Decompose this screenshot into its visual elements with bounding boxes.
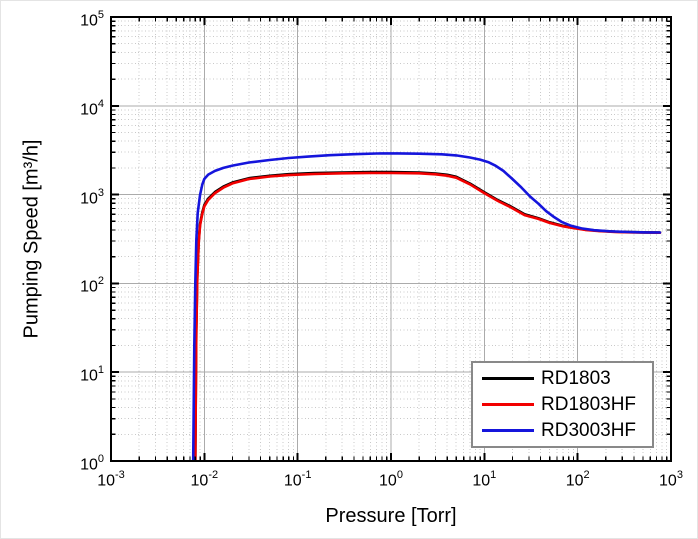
x-tick-label: 101 <box>472 469 497 490</box>
legend-item-rd1803hf: RD1803HF <box>473 392 652 417</box>
series-line-RD3003HF <box>191 152 662 461</box>
legend-line-swatch <box>482 402 534 406</box>
legend: RD1803 RD1803HF RD3003HF <box>471 361 654 448</box>
x-axis-title: Pressure [Torr] <box>325 505 457 527</box>
legend-line-swatch <box>482 376 534 380</box>
y-tick-label: 104 <box>80 97 104 119</box>
axis-ticks <box>110 16 672 462</box>
y-tick-label: 103 <box>80 186 104 207</box>
y-axis-title: Pumping Speed [m³/h] <box>20 139 43 339</box>
legend-label: RD1803 <box>541 367 611 389</box>
x-tick-label: 103 <box>659 469 683 490</box>
x-tick-label: 10-1 <box>283 469 312 490</box>
series-line-RD1803HF <box>194 171 662 461</box>
legend-label: RD1803HF <box>541 393 637 415</box>
legend-item-rd1803: RD1803 <box>473 366 652 391</box>
y-tick-label: 105 <box>80 9 104 30</box>
legend-line-swatch <box>482 429 534 433</box>
x-tick-label: 10-3 <box>97 469 125 490</box>
grid-major <box>111 17 671 461</box>
y-tick-label: 102 <box>80 275 104 296</box>
y-tick-label: 101 <box>80 364 104 385</box>
legend-label: RD3003HF <box>541 420 637 442</box>
legend-item-rd3003hf: RD3003HF <box>473 418 652 443</box>
y-tick-label: 100 <box>80 453 104 474</box>
x-tick-label: 102 <box>565 469 590 490</box>
x-tick-label: 100 <box>379 469 403 490</box>
x-tick-label: 10-2 <box>190 469 219 490</box>
